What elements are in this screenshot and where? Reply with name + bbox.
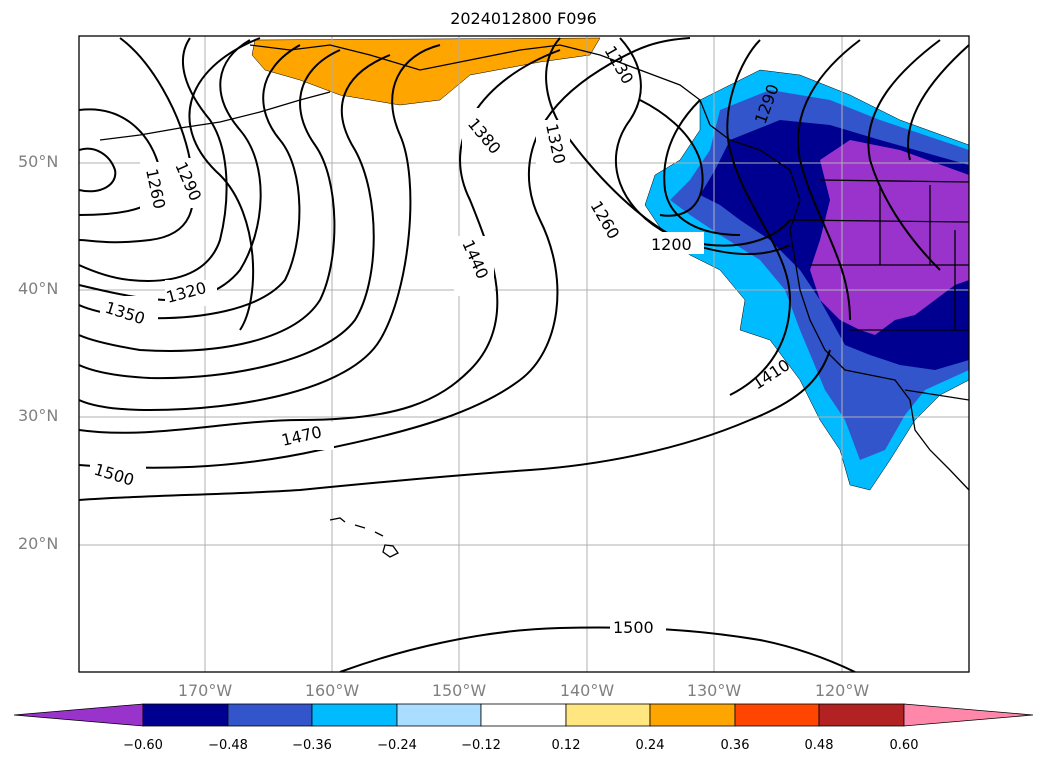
colorbar-tick-label: 0.48 — [804, 738, 834, 753]
coastlines — [99, 44, 969, 558]
lon-label: 160°W — [304, 681, 360, 700]
map-plot-area: 1260 1290 1320 1350 1380 1320 1230 1290 … — [79, 36, 969, 672]
colorbar-tick-label: 0.12 — [551, 738, 581, 753]
colorbar-tick-label: −0.48 — [208, 738, 248, 753]
colorbar-bin — [396, 703, 482, 727]
lon-label: 170°W — [177, 681, 233, 700]
contour-label: 1200 — [651, 235, 692, 254]
positive-anomaly-region — [251, 37, 601, 106]
colorbar-under-arrow — [13, 703, 144, 727]
colorbar-over-arrow — [903, 703, 1034, 727]
graticule — [79, 36, 969, 672]
colorbar — [13, 703, 1034, 727]
colorbar-bin — [311, 703, 398, 727]
lat-label: 20°N — [18, 534, 59, 553]
lat-label: 30°N — [18, 406, 59, 425]
colorbar-tick-label: 0.60 — [889, 738, 919, 753]
contour-label: 1260 — [587, 198, 624, 243]
lon-label: 150°W — [431, 681, 487, 700]
colorbar-tick-label: −0.12 — [461, 738, 501, 753]
colorbar-bin — [649, 703, 736, 727]
lon-label: 120°W — [814, 681, 870, 700]
contour-label: 1500 — [613, 618, 654, 637]
negative-anomaly-purple — [810, 140, 969, 335]
colorbar-tick-label: −0.60 — [123, 738, 163, 753]
colorbar-tick-label: −0.24 — [377, 738, 417, 753]
colorbar-tick-label: 0.36 — [720, 738, 750, 753]
colorbar-bin — [818, 703, 905, 727]
lat-label: 40°N — [18, 279, 59, 298]
colorbar-tick-label: 0.24 — [635, 738, 665, 753]
map-title: 2024012800 F096 — [450, 9, 597, 28]
contour-labels: 1260 1290 1320 1350 1380 1320 1230 1290 … — [90, 43, 793, 638]
colorbar-bin — [480, 703, 567, 727]
colorbar-tick-label: −0.36 — [292, 738, 332, 753]
lon-label: 130°W — [686, 681, 742, 700]
map-frame — [78, 35, 970, 673]
lon-label: 140°W — [559, 681, 615, 700]
colorbar-bin — [227, 703, 313, 727]
colorbar-bin — [734, 703, 820, 727]
colorbar-bin — [565, 703, 651, 727]
colorbar-bin — [142, 703, 229, 727]
contour-label: 1230 — [601, 43, 638, 88]
lat-label: 50°N — [18, 152, 59, 171]
